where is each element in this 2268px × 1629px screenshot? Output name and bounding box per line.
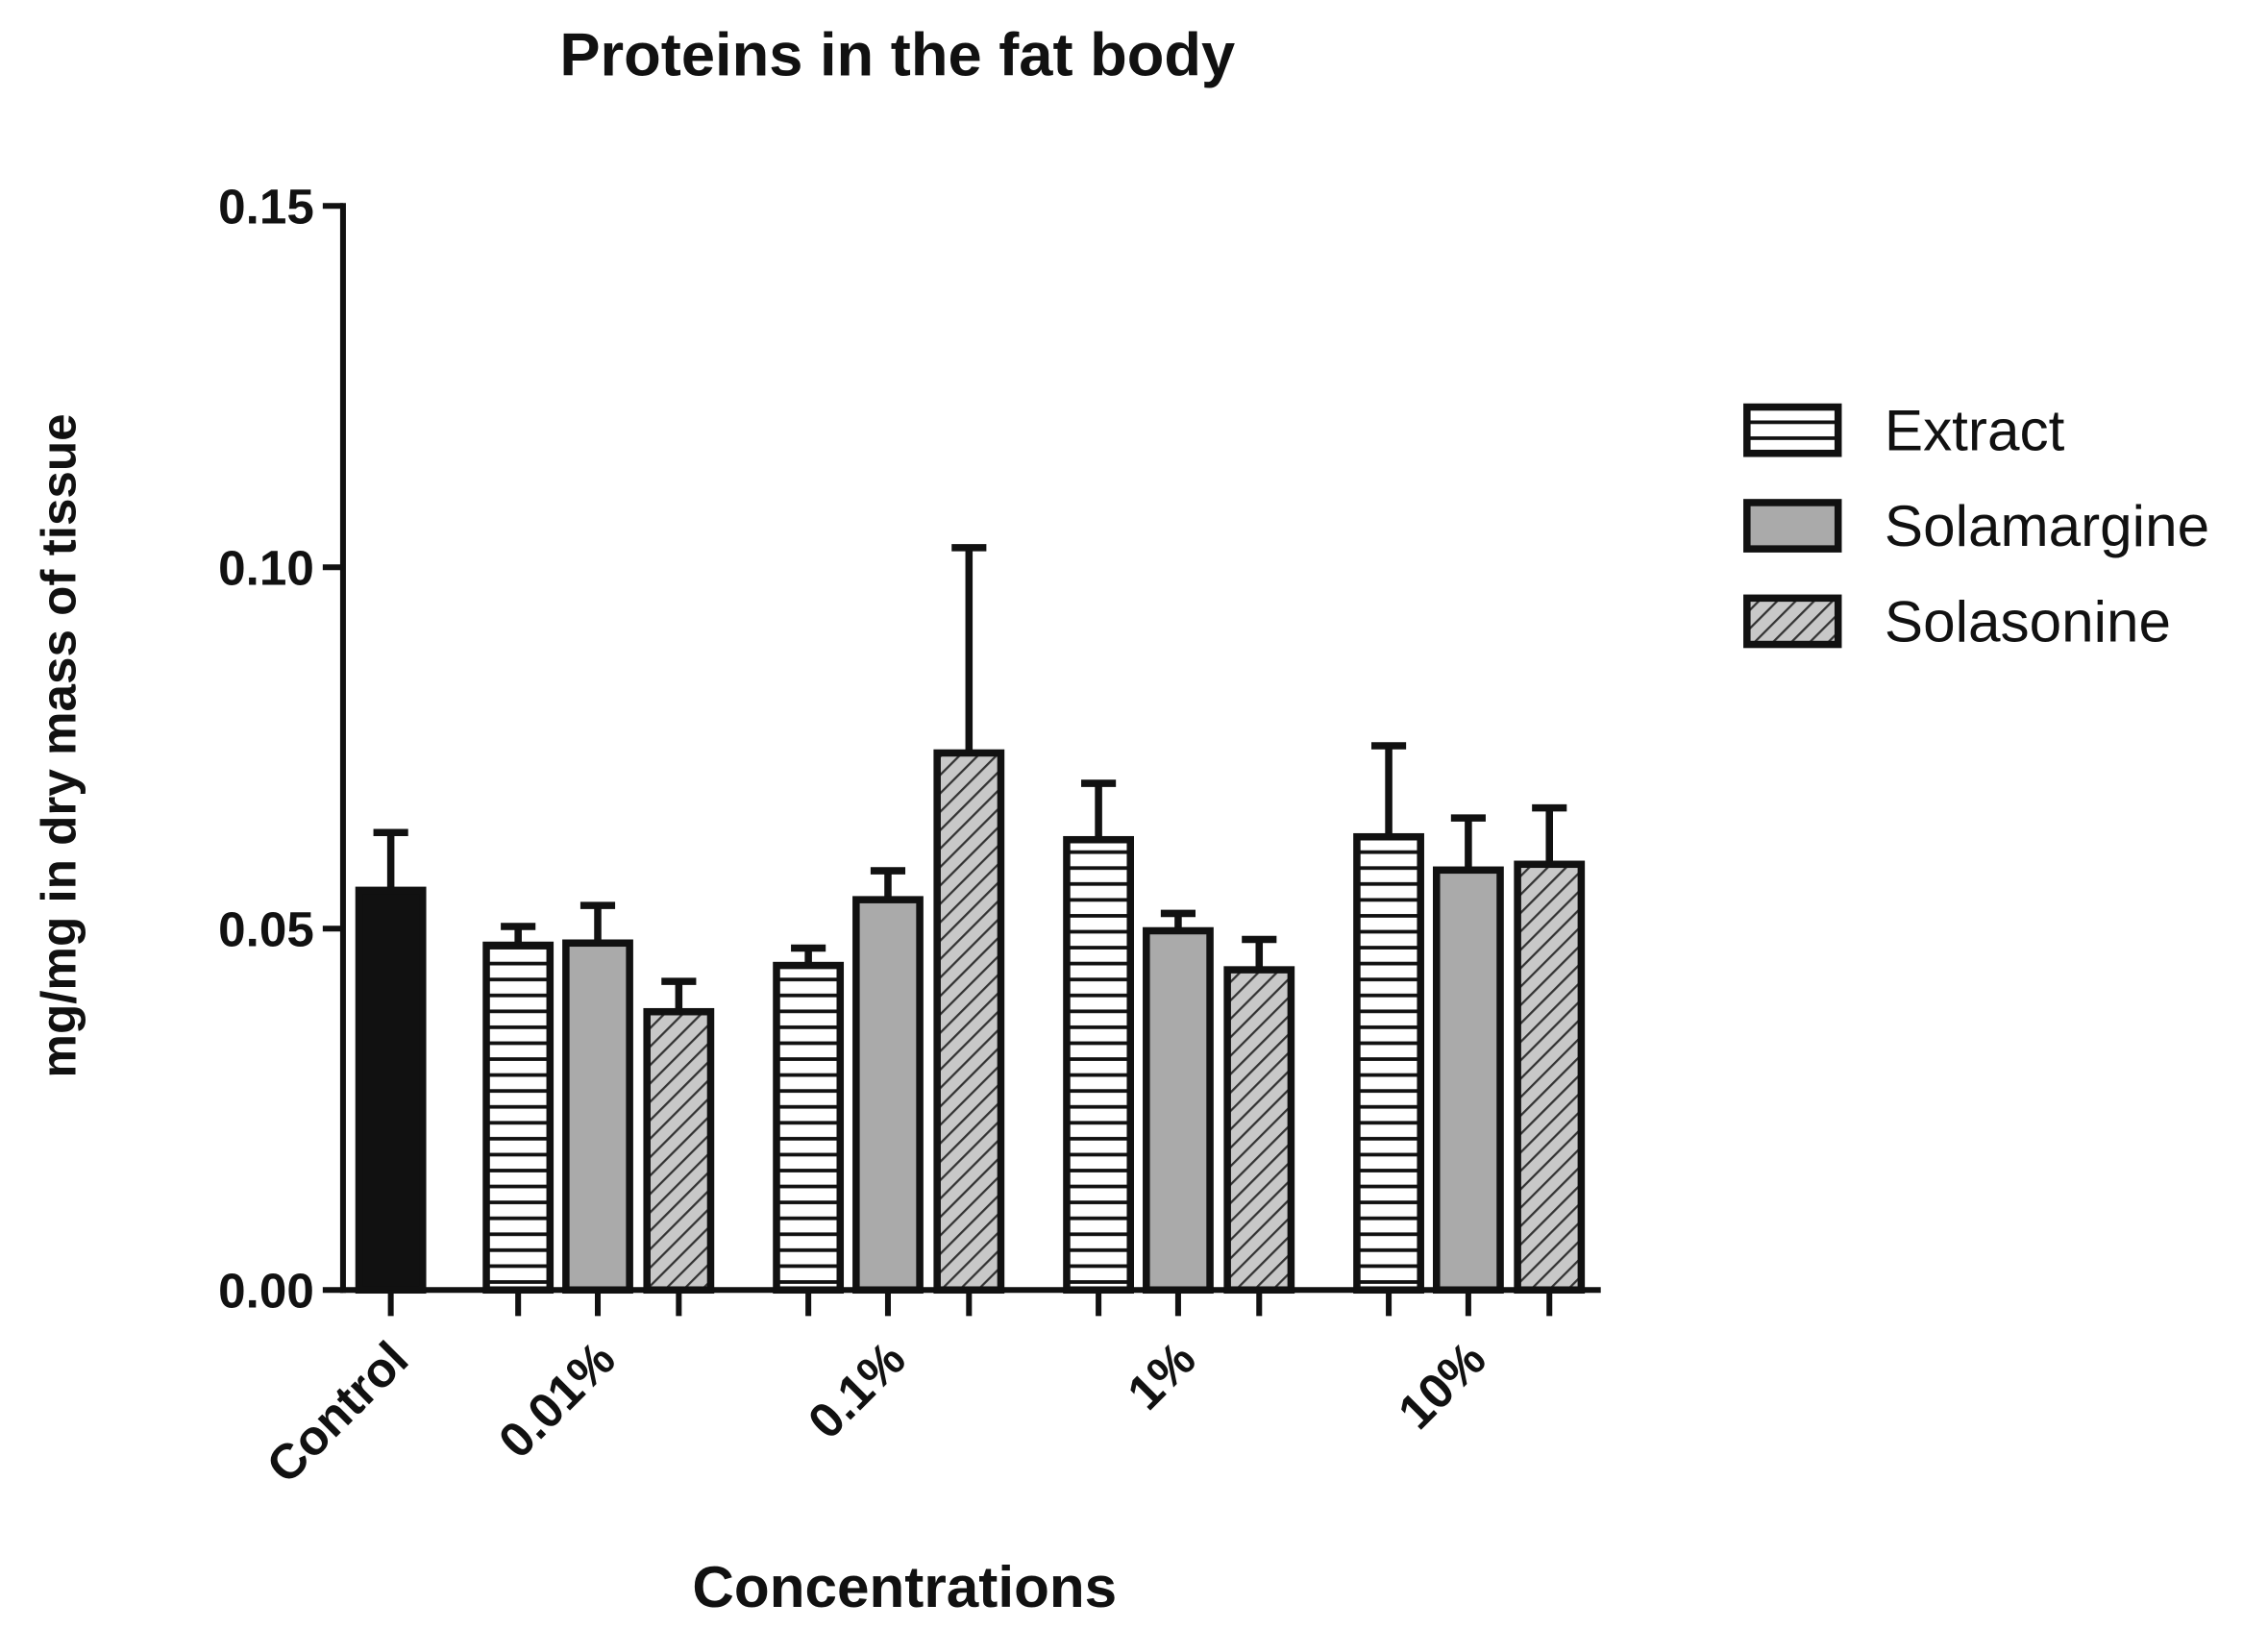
y-tick-label: 0.15 [218, 179, 314, 234]
bar [643, 1007, 715, 1295]
error-bar [1242, 935, 1277, 971]
y-tick-label: 0.10 [218, 540, 314, 595]
error-bar [579, 901, 616, 944]
bar [1353, 832, 1424, 1295]
x-tick-label: 0.01% [488, 1331, 626, 1469]
legend-swatch [1743, 499, 1842, 553]
bar [355, 886, 427, 1295]
bar [1223, 966, 1295, 1295]
error-bar [870, 867, 906, 901]
error-bar [1450, 814, 1486, 871]
x-tick-label: 10% [1388, 1331, 1496, 1440]
x-tick-label: Control [257, 1331, 419, 1493]
bar [933, 749, 1005, 1295]
legend-swatch [1743, 403, 1842, 457]
error-bar [1081, 779, 1117, 840]
x-tick-label: 0.1% [798, 1331, 916, 1449]
x-axis-label: Concentrations [692, 1554, 1117, 1619]
bar [1143, 926, 1214, 1295]
error-bar [1532, 803, 1567, 865]
legend-label: Extract [1885, 398, 2065, 463]
bar [1063, 835, 1134, 1295]
x-tick-label: 1% [1117, 1331, 1206, 1420]
error-bar [1370, 742, 1407, 837]
y-axis-label: mg/mg in dry mass of tissue [31, 413, 86, 1077]
bar [852, 896, 924, 1295]
y-tick-label: 0.05 [218, 901, 314, 956]
bar [1433, 866, 1504, 1295]
legend-swatch [1743, 594, 1842, 649]
bar [482, 941, 555, 1295]
error-bar [661, 977, 697, 1012]
bar [1514, 860, 1586, 1295]
chart-title: Proteins in the fat body [559, 22, 1235, 89]
error-bar [373, 828, 408, 891]
bar [562, 939, 633, 1295]
bar [773, 961, 845, 1295]
legend-label: Solamargine [1885, 493, 2209, 558]
legend-label: Solasonine [1885, 589, 2171, 654]
y-tick-label: 0.00 [218, 1263, 314, 1318]
error-bar [951, 544, 987, 753]
